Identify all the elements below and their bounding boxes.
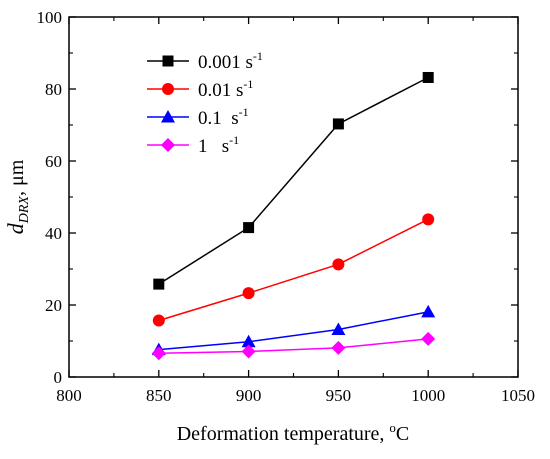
legend-label: 1 s-1 <box>198 133 239 157</box>
data-point <box>242 287 255 300</box>
legend-marker <box>161 138 175 152</box>
series-layer <box>151 71 436 361</box>
data-point <box>331 340 346 355</box>
data-point <box>331 322 346 335</box>
series-line <box>158 311 429 351</box>
legend-label: 0.01 s-1 <box>198 77 253 101</box>
data-point <box>241 344 256 359</box>
legend-item: 0.01 s-1 <box>147 77 253 101</box>
series-1 <box>153 71 434 290</box>
data-point <box>332 258 345 271</box>
data-point <box>151 346 166 361</box>
legend-item: 0.001 s-1 <box>147 49 263 73</box>
x-tick-label: 800 <box>56 386 82 405</box>
x-tick-label: 900 <box>236 386 262 405</box>
y-tick-label: 100 <box>37 8 63 27</box>
legend-item: 1 s-1 <box>147 133 239 157</box>
data-point <box>332 118 344 130</box>
y-tick-label: 40 <box>45 224 62 243</box>
data-point <box>421 304 436 318</box>
data-point <box>243 222 255 234</box>
series-3 <box>151 304 436 356</box>
x-tick-label: 1050 <box>501 386 535 405</box>
y-tick-label: 20 <box>45 296 62 315</box>
legend-label: 0.1 s-1 <box>198 105 249 129</box>
legend-marker <box>162 83 174 95</box>
y-tick-label: 80 <box>45 80 62 99</box>
y-tick-label: 0 <box>54 368 63 387</box>
x-tick-label: 950 <box>326 386 352 405</box>
data-point <box>422 71 434 83</box>
data-point <box>241 334 256 348</box>
data-point <box>153 278 165 290</box>
series-2 <box>152 213 435 327</box>
legend-label: 0.001 s-1 <box>198 49 263 73</box>
x-tick-label: 1000 <box>411 386 445 405</box>
y-axis-title: dDRX, μm <box>3 159 32 234</box>
y-axis: 0 20 40 60 80 100 <box>37 8 518 387</box>
data-point <box>152 314 165 327</box>
legend-marker <box>162 55 174 67</box>
data-point <box>421 331 436 346</box>
series-line <box>158 76 429 285</box>
x-tick-label: 850 <box>146 386 172 405</box>
x-axis-title: Deformation temperature, oC <box>177 420 410 445</box>
legend-item: 0.1 s-1 <box>147 105 249 129</box>
series-line <box>158 218 429 322</box>
plot-frame <box>68 16 519 378</box>
legend-marker <box>161 110 175 123</box>
series-4 <box>151 331 436 361</box>
x-axis: 800 850 900 950 1000 1050 <box>56 17 535 405</box>
legend: 0.001 s-1 0.01 s-1 0.1 s-1 1 s-1 <box>147 49 263 157</box>
series-line <box>158 338 429 354</box>
y-tick-label: 60 <box>45 152 62 171</box>
data-point <box>422 213 435 226</box>
